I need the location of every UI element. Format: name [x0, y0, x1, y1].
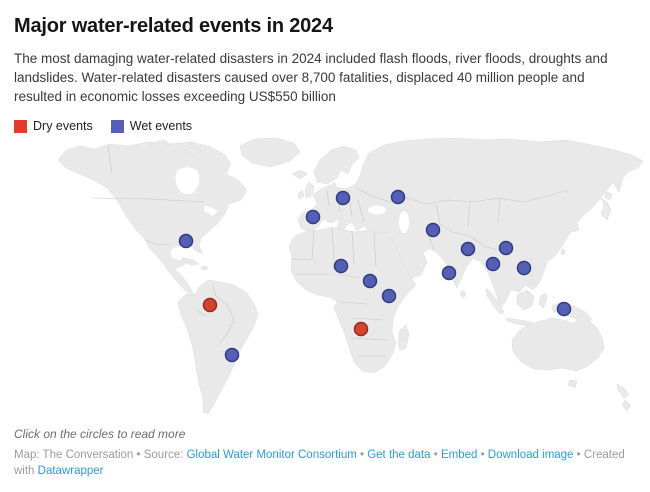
legend-label-wet: Wet events: [129, 119, 193, 134]
footer-text: •: [477, 449, 488, 461]
world-landmass: [57, 138, 644, 415]
madagascar: [397, 324, 410, 352]
footer-link-datawrapper[interactable]: Datawrapper: [37, 464, 104, 477]
wet-events-swatch: [110, 119, 124, 133]
footer-text: Map: The Conversation • Source:: [14, 449, 187, 461]
map-description: The most damaging water-related disaster…: [14, 51, 608, 105]
java: [505, 317, 533, 327]
great-lakes: [204, 206, 218, 216]
legend-item-wet: Wet events: [110, 119, 193, 134]
map-point-philippines[interactable]: [516, 260, 532, 276]
arctic-islands: [149, 139, 202, 156]
map-point-central-europe[interactable]: [335, 190, 351, 206]
legend: Dry events Wet events: [14, 119, 650, 133]
caribbean-islands: [181, 257, 209, 271]
footer-link-global-water-monitor-consortium[interactable]: Global Water Monitor Consortium: [186, 449, 357, 461]
footer-link-download-image[interactable]: Download image: [487, 449, 574, 461]
sri-lanka: [460, 290, 466, 298]
map-point-southern-china[interactable]: [498, 240, 514, 256]
map-point-east-africa[interactable]: [381, 288, 397, 304]
footer-link-embed[interactable]: Embed: [440, 449, 478, 461]
sumatra: [485, 287, 505, 315]
footer-text: •: [356, 449, 368, 461]
continent-south-america: [177, 279, 259, 415]
sulawesi: [538, 292, 548, 309]
footer-text: •: [430, 449, 441, 461]
legend-item-dry: Dry events: [14, 119, 93, 133]
map-point-west-africa[interactable]: [333, 258, 349, 274]
footer-link-get-the-data[interactable]: Get the data: [367, 449, 431, 461]
map-point-northeast-india[interactable]: [460, 241, 476, 257]
tasmania: [567, 379, 578, 389]
map-point-new-guinea[interactable]: [556, 301, 572, 317]
map-point-iberia[interactable]: [305, 209, 321, 225]
iceland: [291, 169, 308, 180]
map-point-southern-india[interactable]: [441, 265, 457, 281]
borneo: [516, 289, 535, 311]
page-title: Major water-related events in 2024: [14, 15, 333, 37]
continent-north-america: [57, 141, 248, 298]
legend-label-dry: Dry events: [33, 119, 93, 134]
continent-australia: [511, 313, 605, 372]
greenland: [239, 138, 301, 168]
continent-africa: [288, 226, 417, 374]
footer-text: • Created with: [14, 449, 625, 477]
map-point-southeastern-us[interactable]: [178, 233, 194, 249]
attribution: Map: The Conversation • Source: Global W…: [14, 448, 636, 479]
scandinavia: [313, 145, 360, 185]
header: Major water-related events in 2024 The m…: [0, 0, 650, 106]
black-sea: [368, 205, 386, 215]
map-point-western-kazakhstan[interactable]: [390, 189, 406, 205]
map-point-afghanistan-region[interactable]: [425, 222, 441, 238]
map-point-western-amazon[interactable]: [202, 297, 218, 313]
map-point-central-africa[interactable]: [362, 273, 378, 289]
map-note: Click on the circles to read more: [14, 427, 186, 441]
japan: [600, 191, 613, 221]
caspian-sea: [399, 211, 409, 233]
taiwan: [560, 248, 566, 256]
british-isles: [297, 181, 315, 200]
hudson-bay: [175, 167, 200, 195]
world-map: [0, 138, 650, 428]
map-point-southern-brazil[interactable]: [224, 347, 240, 363]
dry-events-swatch: [14, 119, 27, 133]
map-point-indochina[interactable]: [485, 256, 501, 272]
event-markers: [178, 189, 572, 363]
map-point-southern-africa[interactable]: [353, 321, 369, 337]
new-zealand: [616, 383, 632, 412]
